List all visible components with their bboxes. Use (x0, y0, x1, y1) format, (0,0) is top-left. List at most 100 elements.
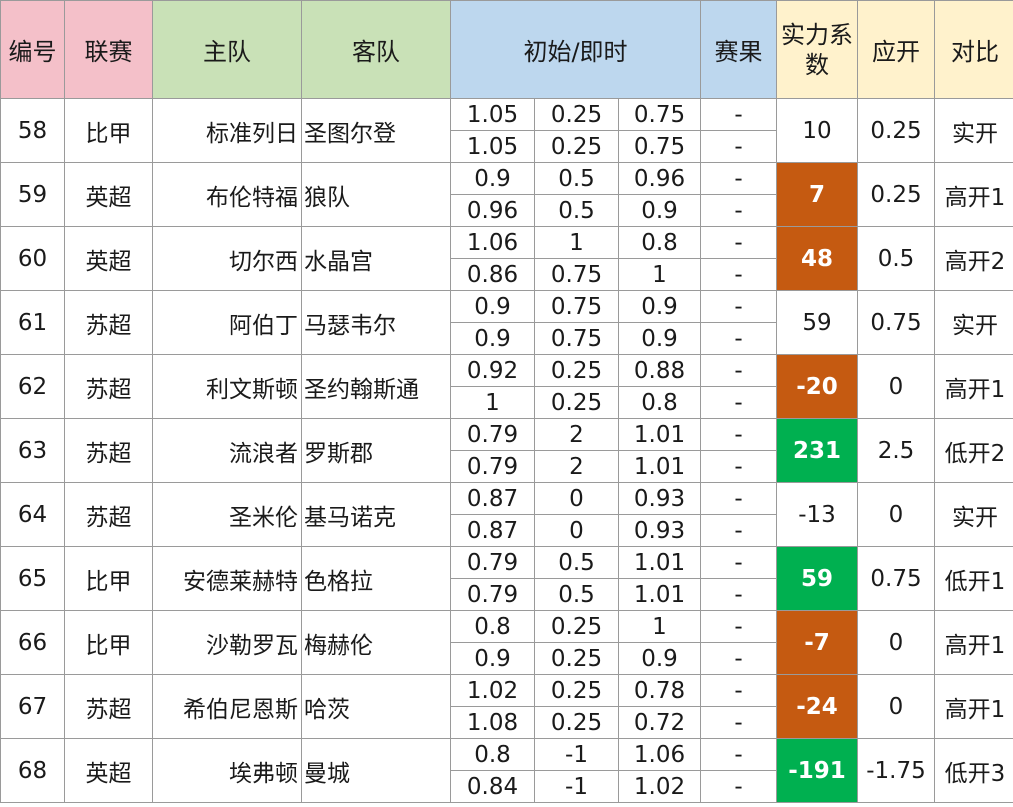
cell-odds-live[interactable]: 1 (450, 386, 535, 419)
cell-strength[interactable]: 59 (776, 546, 858, 611)
cell-odds-live[interactable]: 1 (618, 258, 701, 291)
cell-result[interactable]: - (700, 418, 777, 451)
cell-odds-live[interactable]: 0.75 (534, 322, 619, 355)
cell-no[interactable]: 61 (0, 290, 65, 355)
cell-strength[interactable]: 10 (776, 98, 858, 163)
cell-compare[interactable]: 高开2 (934, 226, 1013, 291)
cell-away[interactable]: 圣约翰斯通 (301, 354, 451, 419)
cell-odds-initial[interactable]: 1.01 (618, 418, 701, 451)
cell-result[interactable]: - (700, 290, 777, 323)
cell-expected[interactable]: -1.75 (857, 738, 935, 803)
cell-odds-live[interactable]: 0.87 (450, 514, 535, 547)
cell-league[interactable]: 比甲 (64, 610, 153, 675)
cell-home[interactable]: 标准列日 (152, 98, 302, 163)
cell-expected[interactable]: 0 (857, 482, 935, 547)
cell-odds-live[interactable]: 0.9 (450, 322, 535, 355)
cell-result[interactable]: - (700, 322, 777, 355)
header-result[interactable]: 赛果 (700, 0, 777, 99)
cell-odds-initial[interactable]: 1 (534, 226, 619, 259)
cell-odds-initial[interactable]: 0.9 (450, 162, 535, 195)
cell-odds-initial[interactable]: 0.5 (534, 546, 619, 579)
cell-no[interactable]: 64 (0, 482, 65, 547)
cell-odds-initial[interactable]: 1.05 (450, 98, 535, 131)
cell-odds-initial[interactable]: 0.79 (450, 546, 535, 579)
cell-no[interactable]: 67 (0, 674, 65, 739)
cell-odds-initial[interactable]: 0.88 (618, 354, 701, 387)
cell-compare[interactable]: 低开2 (934, 418, 1013, 483)
cell-result[interactable]: - (700, 610, 777, 643)
cell-strength[interactable]: 48 (776, 226, 858, 291)
cell-odds-live[interactable]: 0.72 (618, 706, 701, 739)
cell-home[interactable]: 阿伯丁 (152, 290, 302, 355)
cell-odds-live[interactable]: 0.25 (534, 642, 619, 675)
cell-odds-live[interactable]: 0.9 (618, 642, 701, 675)
cell-no[interactable]: 68 (0, 738, 65, 803)
cell-away[interactable]: 曼城 (301, 738, 451, 803)
cell-result[interactable]: - (700, 130, 777, 163)
cell-strength[interactable]: 231 (776, 418, 858, 483)
cell-result[interactable]: - (700, 738, 777, 771)
cell-result[interactable]: - (700, 386, 777, 419)
cell-odds-initial[interactable]: 1.06 (618, 738, 701, 771)
cell-result[interactable]: - (700, 770, 777, 803)
cell-league[interactable]: 英超 (64, 162, 153, 227)
cell-league[interactable]: 苏超 (64, 674, 153, 739)
cell-odds-initial[interactable]: 0.25 (534, 610, 619, 643)
cell-away[interactable]: 狼队 (301, 162, 451, 227)
cell-home[interactable]: 切尔西 (152, 226, 302, 291)
cell-odds-initial[interactable]: 1 (618, 610, 701, 643)
cell-compare[interactable]: 低开3 (934, 738, 1013, 803)
cell-odds-initial[interactable]: 0.78 (618, 674, 701, 707)
cell-odds-initial[interactable]: 0.87 (450, 482, 535, 515)
cell-odds-live[interactable]: 0.8 (618, 386, 701, 419)
cell-home[interactable]: 布伦特福 (152, 162, 302, 227)
cell-odds-live[interactable]: 1.05 (450, 130, 535, 163)
cell-league[interactable]: 英超 (64, 226, 153, 291)
cell-odds-live[interactable]: -1 (534, 770, 619, 803)
cell-odds-live[interactable]: 0.9 (618, 194, 701, 227)
cell-league[interactable]: 苏超 (64, 418, 153, 483)
cell-odds-live[interactable]: 0.86 (450, 258, 535, 291)
cell-odds-live[interactable]: 0.75 (534, 258, 619, 291)
cell-odds-live[interactable]: 1.02 (618, 770, 701, 803)
cell-odds-live[interactable]: 0.25 (534, 130, 619, 163)
cell-expected[interactable]: 0 (857, 610, 935, 675)
cell-compare[interactable]: 高开1 (934, 674, 1013, 739)
cell-result[interactable]: - (700, 674, 777, 707)
cell-away[interactable]: 马瑟韦尔 (301, 290, 451, 355)
header-league[interactable]: 联赛 (64, 0, 153, 99)
header-expected[interactable]: 应开 (857, 0, 935, 99)
cell-away[interactable]: 圣图尔登 (301, 98, 451, 163)
cell-compare[interactable]: 高开1 (934, 354, 1013, 419)
cell-result[interactable]: - (700, 450, 777, 483)
cell-away[interactable]: 梅赫伦 (301, 610, 451, 675)
cell-league[interactable]: 苏超 (64, 482, 153, 547)
cell-strength[interactable]: -20 (776, 354, 858, 419)
cell-strength[interactable]: -7 (776, 610, 858, 675)
cell-expected[interactable]: 2.5 (857, 418, 935, 483)
cell-expected[interactable]: 0.75 (857, 546, 935, 611)
cell-result[interactable]: - (700, 162, 777, 195)
cell-result[interactable]: - (700, 98, 777, 131)
cell-result[interactable]: - (700, 482, 777, 515)
cell-odds-initial[interactable]: 0.5 (534, 162, 619, 195)
cell-no[interactable]: 58 (0, 98, 65, 163)
cell-odds-initial[interactable]: 1.02 (450, 674, 535, 707)
cell-odds-live[interactable]: 0.93 (618, 514, 701, 547)
cell-strength[interactable]: -191 (776, 738, 858, 803)
cell-league[interactable]: 比甲 (64, 98, 153, 163)
cell-odds-initial[interactable]: 0.92 (450, 354, 535, 387)
cell-home[interactable]: 埃弗顿 (152, 738, 302, 803)
header-compare[interactable]: 对比 (934, 0, 1013, 99)
cell-result[interactable]: - (700, 354, 777, 387)
cell-odds-initial[interactable]: 0.96 (618, 162, 701, 195)
cell-odds-live[interactable]: 0.5 (534, 578, 619, 611)
cell-league[interactable]: 苏超 (64, 354, 153, 419)
cell-odds-live[interactable]: 0.75 (618, 130, 701, 163)
cell-odds-live[interactable]: 0.25 (534, 386, 619, 419)
cell-expected[interactable]: 0.25 (857, 98, 935, 163)
cell-odds-live[interactable]: 1.01 (618, 578, 701, 611)
cell-odds-live[interactable]: 0.84 (450, 770, 535, 803)
cell-odds-live[interactable]: 0 (534, 514, 619, 547)
header-away[interactable]: 客队 (301, 0, 451, 99)
